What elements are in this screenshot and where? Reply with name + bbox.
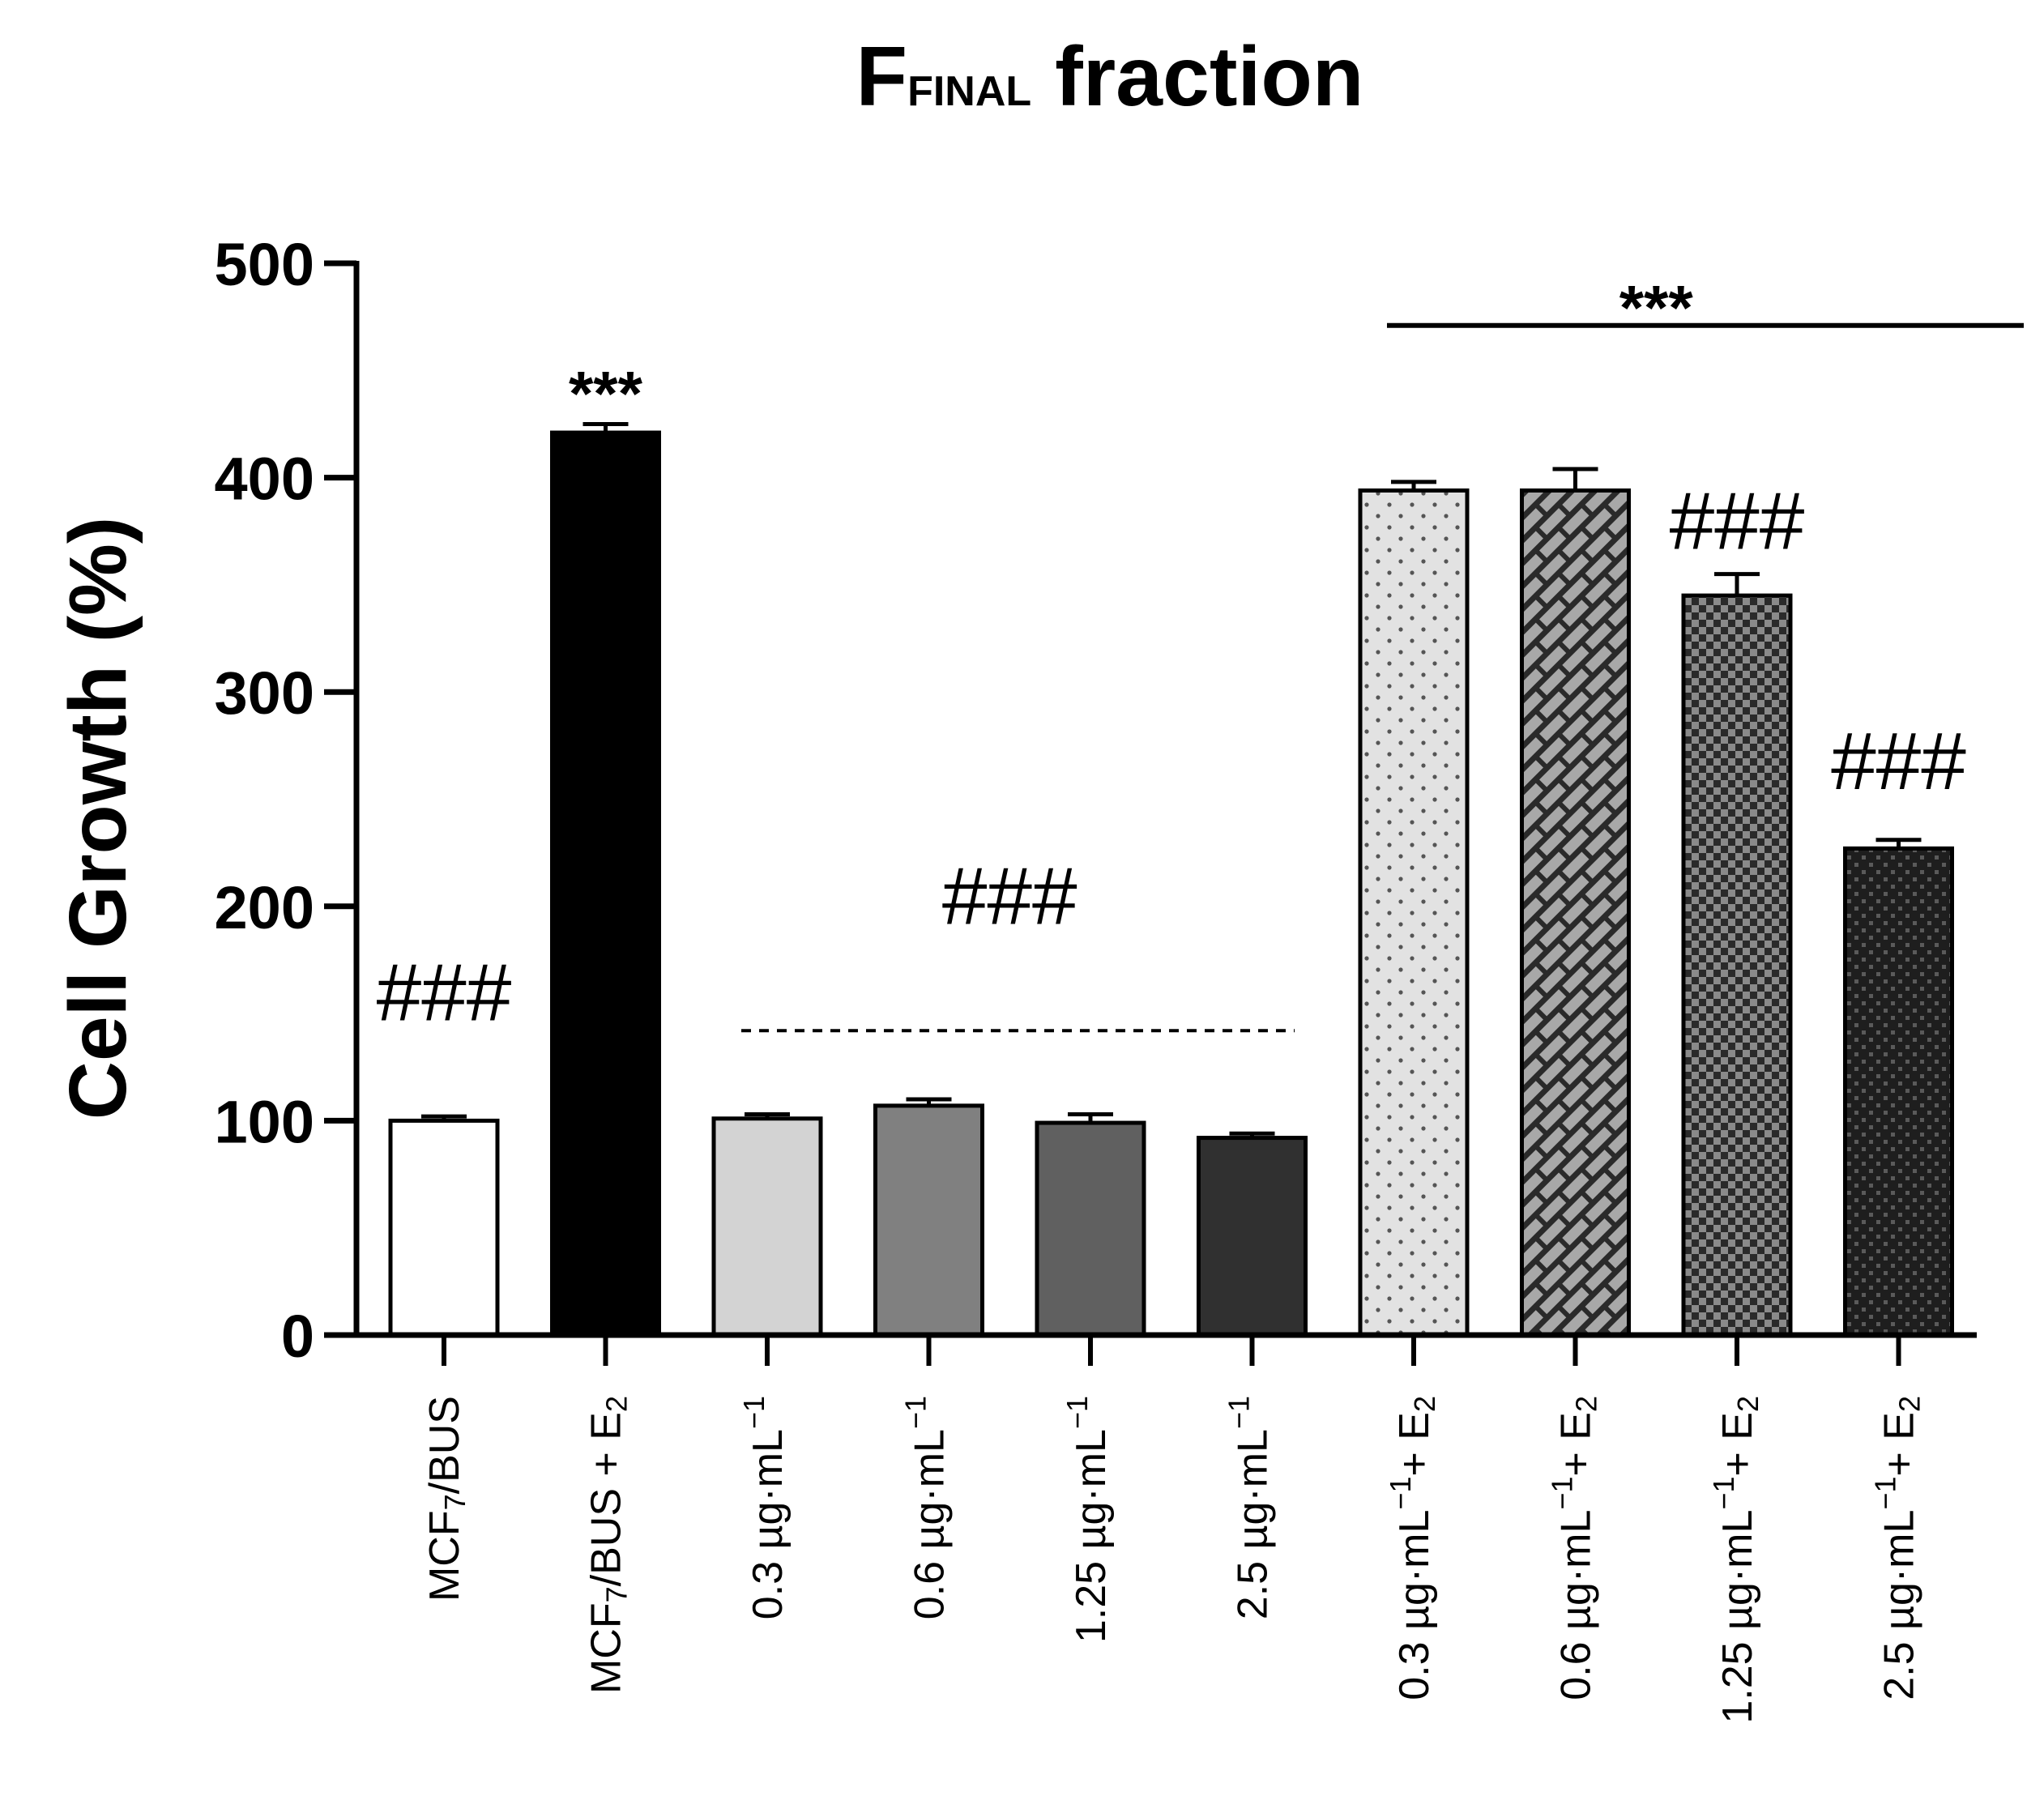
error-bar <box>582 421 629 433</box>
error-bar <box>1714 572 1760 596</box>
x-tick-label: 0.6 µg·mL−1 <box>899 1396 954 1619</box>
y-tick-label: 500 <box>215 231 314 298</box>
error-bar <box>1391 480 1436 491</box>
bar <box>873 1103 984 1337</box>
chart-title: FFINAL fraction <box>856 30 1364 124</box>
x-tick-label: 0.6 µg·mL−1+ E2 <box>1546 1396 1603 1700</box>
significance-hashes: ### <box>942 851 1077 942</box>
x-tick-label: 1.25 µg·mL−1+ E2 <box>1707 1396 1764 1724</box>
y-tick-label: 0 <box>281 1303 314 1370</box>
y-tick-label: 400 <box>215 446 314 513</box>
bar <box>1358 488 1470 1337</box>
error-bar <box>421 1114 467 1121</box>
y-tick-label: 200 <box>215 874 314 941</box>
bar <box>1520 488 1631 1337</box>
y-axis: 0 100 200 300 400 500 <box>215 231 360 1370</box>
chart-title-rest: fraction <box>1031 30 1363 124</box>
bar <box>1843 846 1954 1337</box>
x-axis: MCF7/BUS MCF7/BUS + E2 0.3 µg·mL−1 0.6 µg·m… <box>354 1332 1977 1724</box>
x-tick-label: 0.3 µg·mL−1+ E2 <box>1384 1396 1441 1700</box>
y-tick-label: 100 <box>215 1088 314 1155</box>
error-bar <box>1068 1111 1113 1124</box>
chart-title-subscript: FINAL <box>907 68 1031 115</box>
bar <box>1035 1120 1146 1337</box>
x-tick-label: 0.3 µg·mL−1 <box>737 1396 792 1619</box>
significance-hashes: ### <box>377 948 512 1039</box>
bar <box>1681 593 1793 1337</box>
significance-stars: *** <box>1619 271 1694 343</box>
error-bar <box>1229 1131 1275 1138</box>
bars <box>388 430 1954 1337</box>
error-bar <box>745 1111 790 1119</box>
x-tick-label: 2.5 µg·mL−1 <box>1223 1396 1277 1619</box>
significance-stars: *** <box>569 357 643 429</box>
chart-title-main: F <box>856 30 908 124</box>
y-axis-label: Cell Growth (%) <box>53 517 143 1120</box>
significance-hashes: ### <box>1670 476 1805 567</box>
bar <box>550 430 661 1337</box>
x-tick-label: MCF7/BUS + E2 <box>583 1396 634 1694</box>
error-bar <box>906 1097 952 1106</box>
bar <box>1197 1136 1308 1337</box>
significance-hashes: ### <box>1831 716 1966 807</box>
bar <box>711 1116 823 1337</box>
error-bar <box>1875 838 1922 849</box>
bar <box>388 1118 500 1337</box>
annotations: ### *** ### *** ### ### <box>377 271 2024 1039</box>
error-bar <box>1552 467 1598 491</box>
x-tick-label: MCF7/BUS <box>421 1396 472 1602</box>
error-bars <box>421 421 1922 1138</box>
x-tick-label: 1.25 µg·mL−1 <box>1060 1396 1115 1643</box>
y-tick-label: 300 <box>215 659 314 727</box>
x-tick-label: 2.5 µg·mL−1+ E2 <box>1869 1396 1927 1700</box>
